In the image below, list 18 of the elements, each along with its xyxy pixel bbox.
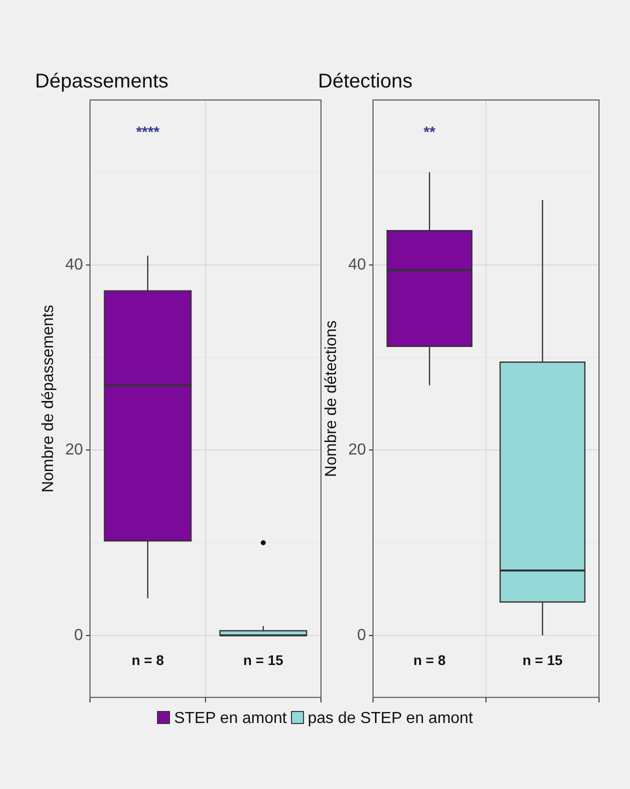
annotation: ** <box>424 124 436 142</box>
annotation: n = 15 <box>522 652 563 668</box>
annotation: n = 8 <box>413 652 446 668</box>
annotation: n = 15 <box>243 652 284 668</box>
y-tick-label: 40 <box>65 256 84 274</box>
y-tick-label: 0 <box>74 626 84 644</box>
y-tick-label: 20 <box>65 442 84 459</box>
y-axis-title: Nombre de détections <box>323 320 340 477</box>
chart-title: Dépassements <box>35 70 168 93</box>
y-tick-label: 40 <box>348 256 366 274</box>
chart-title: Détections <box>318 70 412 93</box>
y-tick-label: 20 <box>348 442 366 459</box>
legend-label: STEP en amont <box>173 710 287 727</box>
y-tick-label: 0 <box>357 626 366 644</box>
annotation: n = 8 <box>132 652 164 668</box>
y-axis-title: Nombre de dépassements <box>40 304 58 493</box>
annotation: **** <box>136 124 160 142</box>
legend-label: pas de STEP en amont <box>306 710 473 727</box>
